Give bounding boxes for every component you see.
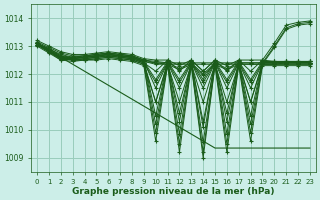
X-axis label: Graphe pression niveau de la mer (hPa): Graphe pression niveau de la mer (hPa) (72, 187, 275, 196)
